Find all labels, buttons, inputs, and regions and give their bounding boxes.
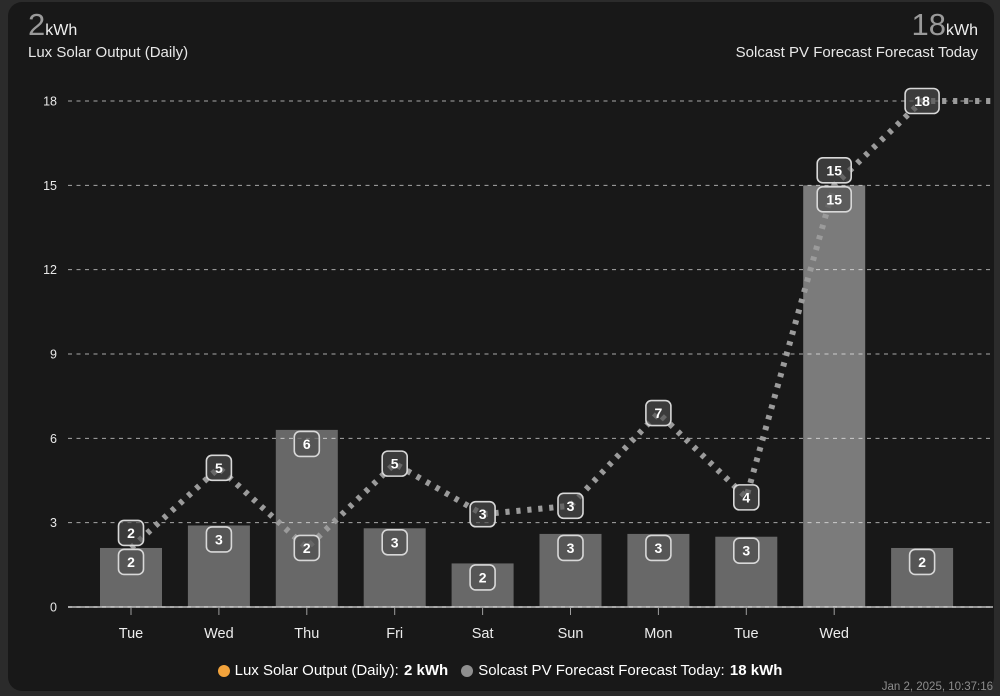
x-tick-label-0: Tue [119,626,143,642]
line-value-label: 2 [293,534,321,562]
svg-text:15: 15 [826,162,842,178]
legend-item-0[interactable]: Lux Solar Output (Daily): 2 kWh [217,662,449,679]
summary-right-title: Solcast PV Forecast Forecast Today [735,44,978,61]
y-tick-label: 18 [43,95,57,109]
svg-text:3: 3 [391,534,399,550]
legend-marker-icon [217,664,230,677]
summary-right: 18kWh Solcast PV Forecast Forecast Today [736,9,978,62]
bar-Wed-8[interactable] [803,185,866,608]
last-updated-timestamp: Jan 2, 2025, 10:37:16 [881,681,993,693]
bar-value-label: 2 [908,548,936,576]
svg-text:7: 7 [655,405,663,421]
line-value-label: 5 [381,450,409,477]
svg-text:2: 2 [918,554,926,570]
line-value-label: 3 [557,492,584,520]
bar-value-label: 3 [557,534,584,562]
summary-right-unit: kWh [946,22,978,39]
y-tick-label: 3 [50,516,57,530]
x-tick-label-5: Sun [558,626,584,642]
forecast-line[interactable] [128,98,993,551]
svg-text:3: 3 [567,498,575,514]
line-value-label: 5 [205,454,233,482]
summary-left-number: 2 [28,7,46,42]
bar-value-label: 15 [816,186,853,213]
summary-right-number: 18 [911,7,946,42]
svg-text:5: 5 [215,460,223,476]
svg-text:3: 3 [655,540,663,556]
line-value-label: 7 [645,399,672,427]
x-tick-label-1: Wed [204,626,234,642]
svg-text:3: 3 [215,531,223,547]
legend-value: 2 kWh [404,662,449,679]
bar-value-label: 3 [645,534,672,562]
summary-left-title: Lux Solar Output (Daily) [28,44,189,61]
bar-value-label: 3 [205,526,233,553]
bar-value-label: 3 [732,537,760,565]
legend-marker-icon [461,664,474,677]
svg-text:4: 4 [742,489,750,505]
legend-item-1[interactable]: Solcast PV Forecast Forecast Today: 18 k… [461,662,782,679]
legend-value: 18 kWh [729,662,783,679]
svg-text:2: 2 [127,554,135,570]
svg-text:3: 3 [567,540,575,556]
line-value-label: 15 [816,157,853,184]
svg-text:5: 5 [391,456,399,472]
legend-label: Solcast PV Forecast Forecast Today: 18 k… [478,662,783,679]
bar-value-label: 2 [117,548,145,576]
legend-label: Lux Solar Output (Daily): 2 kWh [234,662,449,679]
x-tick-label-3: Fri [386,626,403,642]
line-value-label: 18 [904,87,940,115]
svg-text:3: 3 [742,543,750,559]
y-tick-label: 0 [50,601,57,615]
svg-text:2: 2 [479,569,487,585]
bar-Thu-2[interactable] [275,429,338,607]
line-value-label: 2 [117,519,145,547]
y-tick-label: 6 [50,432,57,446]
summary-right-value: 18kWh [736,9,978,41]
svg-text:2: 2 [127,525,135,541]
x-tick-label-4: Sat [472,626,494,642]
x-tick-label-6: Mon [644,626,672,642]
x-tick-label-7: Tue [734,626,758,642]
legend: Lux Solar Output (Daily): 2 kWh Solcast P… [0,662,1000,679]
svg-text:3: 3 [479,506,487,522]
svg-text:18: 18 [914,93,930,109]
line-value-label: 4 [732,484,760,511]
bar-value-label: 2 [469,564,496,591]
svg-text:6: 6 [303,436,311,452]
y-tick-label: 9 [50,348,57,362]
y-tick-label: 15 [43,179,57,193]
svg-text:15: 15 [826,191,842,207]
bar-value-label: 6 [293,430,321,458]
x-tick-label-8: Wed [819,626,849,642]
summary-left: 2kWh Lux Solar Output (Daily) [28,9,188,62]
summary-left-value: 2kWh [28,9,188,41]
y-tick-label: 12 [43,263,57,277]
line-value-label: 3 [469,500,496,528]
bar-value-label: 3 [381,528,409,556]
svg-text:2: 2 [303,540,311,556]
x-tick-label-2: Thu [294,626,319,642]
summary-left-unit: kWh [45,22,78,39]
